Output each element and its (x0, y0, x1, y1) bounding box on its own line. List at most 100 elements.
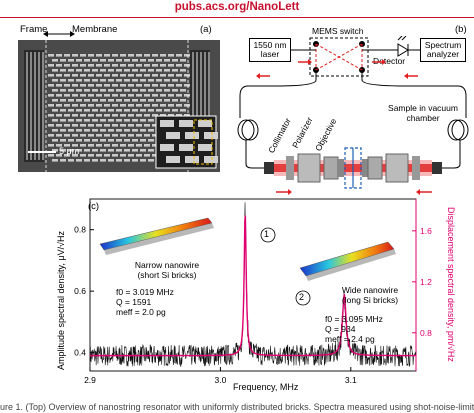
sem-brick (92, 89, 98, 92)
sem-brick (128, 94, 134, 97)
sem-brick (76, 119, 82, 122)
sem-brick (88, 84, 94, 87)
sem-inset-brick (166, 156, 180, 163)
narrow-subtitle: (short Si bricks) (137, 270, 197, 280)
sem-brick (184, 54, 190, 57)
sem-brick (92, 99, 98, 102)
sem-brick (164, 59, 170, 62)
sem-brick (112, 134, 118, 137)
journal-url[interactable]: pubs.acs.org/NanoLett (174, 1, 300, 13)
sem-brick (124, 109, 130, 112)
sem-brick (152, 114, 158, 117)
sem-brick (172, 59, 178, 62)
sem-brick (104, 74, 110, 77)
sem-brick (100, 119, 106, 122)
sem-brick (108, 119, 114, 122)
scale-bar-label: 5 μm (59, 146, 80, 156)
sem-brick (140, 159, 146, 162)
sem-brick (148, 109, 154, 112)
sem-brick (112, 144, 118, 147)
sem-brick (104, 64, 110, 67)
sem-brick (84, 59, 90, 62)
sem-brick (148, 129, 154, 132)
sem-brick (160, 74, 166, 77)
sem-brick (64, 104, 70, 107)
sem-frame-stripe (192, 52, 194, 160)
sem-brick (100, 139, 106, 142)
sem-brick (108, 129, 114, 132)
sem-brick (76, 149, 82, 152)
x-tick-label: 2.9 (84, 375, 96, 385)
sem-brick (64, 144, 70, 147)
sem-brick (56, 134, 62, 137)
sem-brick (76, 139, 82, 142)
sem-brick (68, 59, 74, 62)
sem-brick (88, 94, 94, 97)
sem-brick (48, 54, 54, 57)
sem-brick (140, 119, 146, 122)
sem-inset-brick (160, 120, 174, 127)
sem-brick (64, 84, 70, 87)
sem-brick (148, 159, 154, 162)
sem-brick (160, 114, 166, 117)
sem-brick (64, 154, 70, 157)
sem-brick (120, 134, 126, 137)
sem-brick (56, 114, 62, 117)
sem-brick (124, 69, 130, 72)
sem-brick (64, 74, 70, 77)
sem-brick (68, 79, 74, 82)
narrow-meff: meff = 2.0 pg (116, 307, 166, 317)
sem-brick (132, 89, 138, 92)
sem-brick (100, 109, 106, 112)
sem-brick (116, 139, 122, 142)
sem-brick (84, 69, 90, 72)
sem-brick (88, 154, 94, 157)
sem-brick (184, 64, 190, 67)
sem-brick (68, 69, 74, 72)
sem-brick (116, 59, 122, 62)
sem-brick (176, 64, 182, 67)
sem-brick (152, 134, 158, 137)
sem-brick (64, 114, 70, 117)
sem-brick (120, 54, 126, 57)
x-tick-label: 3.1 (345, 375, 357, 385)
sem-brick (120, 114, 126, 117)
sem-brick (80, 114, 86, 117)
sem-frame-stripe (42, 52, 44, 160)
sem-brick (108, 79, 114, 82)
sem-brick (128, 114, 134, 117)
sem-brick (136, 134, 142, 137)
sem-brick (84, 159, 90, 162)
sem-brick (68, 149, 74, 152)
sem-brick (124, 159, 130, 162)
sem-brick (128, 144, 134, 147)
sem-brick (108, 139, 114, 142)
sem-brick (152, 74, 158, 77)
sem-brick (92, 109, 98, 112)
y-axis-label: Amplitude spectral density, μV/√Hz (56, 230, 66, 370)
sem-brick (56, 94, 62, 97)
sem-brick (132, 99, 138, 102)
sem-brick (120, 74, 126, 77)
sem-brick (132, 129, 138, 132)
sem-brick (180, 69, 186, 72)
sem-brick (48, 124, 54, 127)
sem-brick (48, 84, 54, 87)
frame-membrane-arrows (43, 31, 75, 37)
sem-brick (80, 154, 86, 157)
sem-brick (128, 104, 134, 107)
sem-frame-stripe (196, 52, 198, 160)
sem-brick (132, 109, 138, 112)
sem-brick (116, 69, 122, 72)
sem-brick (60, 159, 66, 162)
sem-brick (52, 149, 58, 152)
sem-brick (76, 159, 82, 162)
sem-brick (140, 79, 146, 82)
sem-brick (104, 104, 110, 107)
spectrum-plot: 2.9 3.0 3.1 0.4 0.6 0.8 0.8 1.2 1.6 (74, 198, 432, 385)
sem-brick (172, 99, 178, 102)
sem-brick (88, 54, 94, 57)
sem-frame-stripe (34, 52, 36, 160)
sem-brick (184, 94, 190, 97)
sem-brick (112, 104, 118, 107)
